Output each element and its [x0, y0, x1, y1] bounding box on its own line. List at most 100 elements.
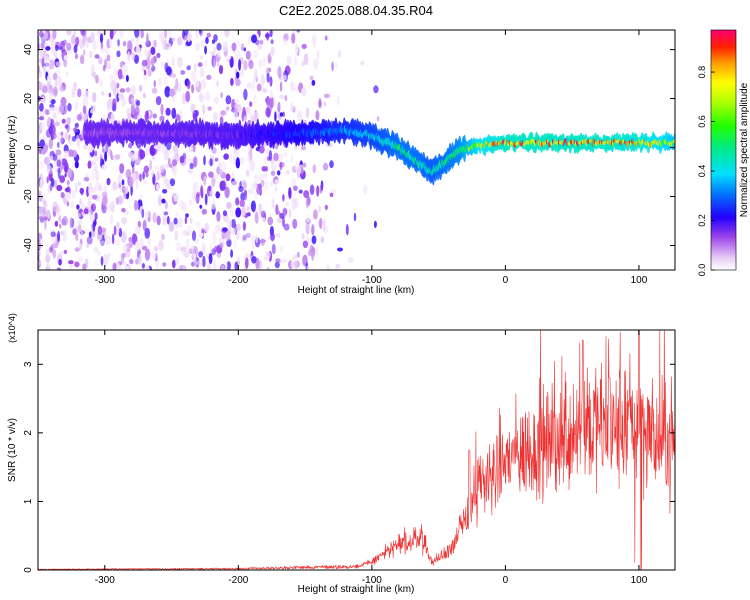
- spectrogram-noise-blob: [263, 172, 268, 179]
- spectrogram-noise-blob: [172, 144, 179, 153]
- spectrogram-noise-blob: [52, 72, 58, 81]
- y-tick-label: 2: [23, 430, 34, 436]
- spectrogram-noise-blob: [129, 259, 134, 265]
- spectrogram-noise-blob: [143, 48, 150, 57]
- spectrogram-noise-blob: [183, 30, 189, 36]
- spectrogram-noise-blob: [168, 221, 175, 232]
- spectrogram-noise-blob: [185, 90, 191, 103]
- spectrogram-noise-blob: [89, 215, 95, 224]
- spectrogram-noise-blob: [106, 54, 111, 62]
- spectrogram-noise-blob: [68, 149, 74, 157]
- spectrogram-noise-blob: [209, 243, 213, 255]
- spectrogram-noise-blob: [218, 237, 225, 245]
- spectrogram-noise-blob: [336, 96, 340, 106]
- spectrogram-noise-blob: [142, 171, 145, 180]
- spectrogram-noise-blob: [79, 54, 85, 65]
- spectrogram-noise-blob: [130, 85, 136, 96]
- spectrogram-noise-blob: [58, 258, 62, 266]
- spectrogram-noise-blob: [77, 213, 81, 218]
- spectrogram-noise-blob: [47, 161, 51, 173]
- spectrogram-noise-blob: [103, 47, 110, 55]
- spectrogram-noise-blob: [87, 160, 92, 169]
- spectrogram-noise-blob: [44, 202, 48, 208]
- spectrogram-noise-blob: [90, 186, 97, 193]
- spectrogram-noise-blob: [200, 78, 207, 90]
- spectrogram-noise-blob: [173, 85, 177, 96]
- spectrogram-noise-blob: [178, 216, 183, 228]
- spectrogram-noise-blob: [202, 255, 206, 268]
- spectrogram-noise-blob: [308, 83, 312, 90]
- spectrogram-noise-blob: [109, 150, 113, 158]
- spectrogram-noise-blob: [282, 216, 285, 228]
- spectrogram-noise-blob: [148, 110, 151, 117]
- spectrogram-noise-blob: [204, 45, 208, 55]
- spectrogram-noise-blob: [59, 103, 65, 114]
- spectrogram-noise-blob: [46, 74, 52, 85]
- spectrogram-noise-blob: [281, 74, 287, 81]
- spectrogram-noise-blob: [59, 175, 66, 183]
- spectrogram-noise-blob: [216, 42, 222, 51]
- x-tick-label: -300: [95, 575, 115, 586]
- spectrogram-noise-blob: [312, 36, 316, 44]
- spectrogram-noise-blob: [277, 101, 281, 113]
- spectrogram-noise-blob: [261, 166, 267, 172]
- spectrogram-noise-blob: [285, 201, 290, 207]
- spectrogram-noise-blob: [277, 217, 282, 224]
- spectrogram-noise-blob: [231, 218, 236, 229]
- spectrogram-noise-blob: [150, 251, 157, 260]
- spectrogram-noise-blob: [58, 215, 62, 223]
- spectrogram-noise-blob: [79, 198, 83, 206]
- spectrogram-noise-blob: [64, 173, 67, 178]
- spectrogram-noise-blob: [80, 230, 84, 239]
- spectrogram-noise-blob: [335, 61, 338, 71]
- spectrogram-noise-blob: [46, 263, 50, 269]
- spectrogram-noise-blob: [166, 215, 170, 225]
- spectrogram-noise-blob: [224, 186, 230, 199]
- spectrogram-noise-blob: [158, 31, 165, 42]
- spectrogram-noise-blob: [127, 51, 131, 62]
- spectrogram-noise-blob: [161, 233, 165, 241]
- spectrogram-noise-blob: [121, 179, 125, 186]
- spectrogram-noise-blob: [117, 39, 120, 47]
- spectrogram-noise-blob: [243, 88, 248, 101]
- spectrogram-noise-blob: [112, 98, 117, 107]
- spectrogram-noise-blob: [277, 66, 282, 78]
- spectrogram-noise-blob: [109, 214, 114, 225]
- spectrogram-noise-blob: [57, 141, 60, 148]
- spectrogram-noise-blob: [173, 217, 178, 225]
- spectrogram-noise-blob: [125, 87, 131, 93]
- spectrogram-noise-blob: [127, 40, 132, 46]
- spectrogram-noise-blob: [220, 92, 223, 99]
- spectrogram-noise-blob: [240, 43, 245, 52]
- spectrogram-noise-blob: [245, 50, 252, 59]
- spectrogram-noise-blob: [258, 174, 264, 182]
- spectrogram-noise-blob: [162, 215, 167, 226]
- spectrogram-noise-blob: [223, 153, 229, 160]
- spectrogram-noise-blob: [118, 227, 123, 238]
- spectrogram-noise-blob: [48, 138, 54, 149]
- spectrogram-noise-blob: [52, 249, 57, 258]
- spectrogram-noise-blob: [166, 58, 170, 64]
- spectrogram-noise-blob: [100, 256, 104, 266]
- spectrogram-noise-blob: [311, 235, 317, 245]
- spectrogram-noise-blob: [189, 162, 194, 170]
- snr-x-label: Height of straight line (km): [298, 584, 415, 595]
- spectrogram-noise-blob: [121, 185, 126, 193]
- spectrogram-noise-blob: [239, 199, 245, 208]
- spectrogram-noise-blob: [270, 232, 275, 242]
- colorbar-gradient: [711, 30, 736, 270]
- colorbar: 0.0 0.2 0.4 0.6 0.8 Normalized spectral ampl…: [697, 29, 750, 276]
- spectrogram-noise-blob: [94, 150, 98, 157]
- spectrogram-noise-blob: [240, 69, 245, 78]
- spectrogram-noise-blob: [244, 253, 250, 262]
- spectrogram-noise-blob: [144, 264, 150, 270]
- spectrogram-noise-blob: [185, 231, 190, 236]
- spectrogram-noise-blob: [302, 240, 309, 249]
- spectrogram-noise-blob: [226, 261, 231, 270]
- spectrogram-noise-blob: [236, 71, 240, 79]
- spectrogram-noise-blob: [311, 224, 315, 236]
- spectrogram-noise-blob: [64, 187, 70, 193]
- spectrogram-noise-blob: [252, 76, 256, 85]
- spectrogram-noise-blob: [63, 150, 69, 158]
- spectrogram-noise-blob: [204, 222, 210, 233]
